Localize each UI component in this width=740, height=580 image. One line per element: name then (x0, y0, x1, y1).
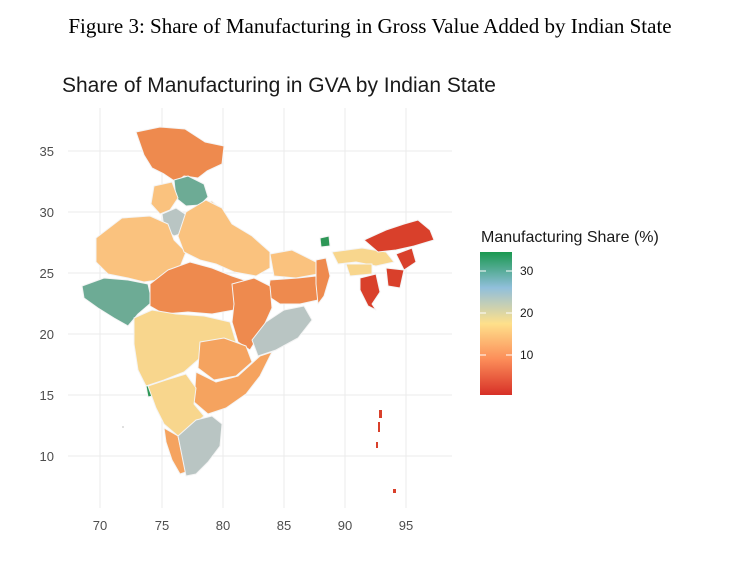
y-tick-label: 10 (40, 449, 54, 464)
x-axis-ticks: 70 75 80 85 90 95 (93, 518, 413, 533)
lakshadweep-islands (122, 426, 124, 428)
state-sikkim (319, 235, 331, 248)
x-tick-label: 75 (155, 518, 169, 533)
state-meghalaya (345, 263, 373, 277)
state-manipur (385, 267, 405, 289)
state-andhra-pradesh (193, 351, 273, 415)
y-tick-label: 35 (40, 144, 54, 159)
y-axis-ticks: 35 30 25 20 15 10 (40, 144, 54, 464)
state-uttar-pradesh (177, 199, 271, 277)
legend-tick-label: 30 (520, 264, 534, 278)
state-telangana (197, 337, 253, 381)
states (81, 126, 435, 477)
state-bihar (269, 249, 319, 279)
map-title: Share of Manufacturing in GVA by Indian … (62, 74, 496, 97)
y-tick-label: 25 (40, 266, 54, 281)
legend-tick-label: 10 (520, 348, 534, 362)
state-west-bengal (315, 257, 331, 305)
y-tick-label: 30 (40, 205, 54, 220)
y-tick-label: 15 (40, 388, 54, 403)
legend-colorbar (480, 252, 512, 395)
state-arunachal-pradesh (363, 219, 435, 253)
andaman-nicobar-islands (376, 410, 396, 493)
x-tick-label: 80 (216, 518, 230, 533)
state-punjab (150, 181, 179, 215)
state-nagaland (395, 247, 417, 271)
x-tick-label: 90 (338, 518, 352, 533)
state-tripura (359, 273, 381, 311)
legend: Manufacturing Share (%) 30 20 10 (480, 229, 659, 395)
x-tick-label: 85 (277, 518, 291, 533)
state-gujarat (81, 277, 153, 327)
y-tick-label: 20 (40, 327, 54, 342)
legend-title: Manufacturing Share (%) (481, 229, 659, 246)
state-jharkhand (267, 275, 319, 305)
state-assam (331, 247, 395, 267)
state-jammu-kashmir (135, 126, 225, 183)
x-tick-label: 95 (399, 518, 413, 533)
state-tamil-nadu (177, 415, 223, 477)
x-tick-label: 70 (93, 518, 107, 533)
figure-caption: Figure 3: Share of Manufacturing in Gros… (68, 14, 672, 38)
legend-tick-label: 20 (520, 306, 534, 320)
state-karnataka (147, 373, 205, 437)
state-odisha (251, 305, 313, 357)
